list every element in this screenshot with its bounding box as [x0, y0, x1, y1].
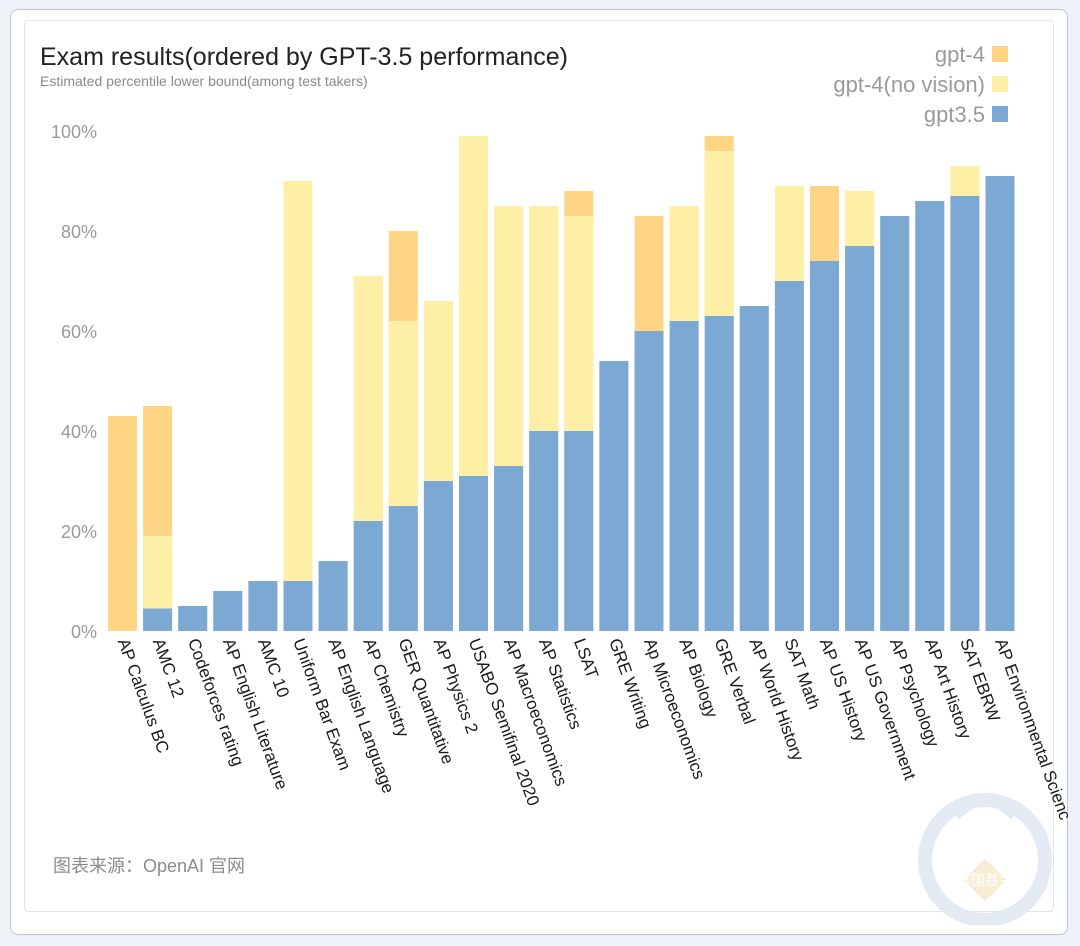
- y-tick-label: 20%: [61, 522, 97, 542]
- bar-gpt3-5: [494, 466, 524, 631]
- bar-gpt3-5: [318, 561, 348, 631]
- bar-gpt-4-no-vision-: [283, 181, 313, 631]
- bar-gpt3-5: [704, 316, 734, 631]
- bar-gpt3-5: [845, 246, 875, 631]
- y-axis: 0% 20% 40% 60% 80% 100%: [51, 122, 97, 642]
- y-tick-label: 60%: [61, 322, 97, 342]
- legend-label: gpt-4(no vision): [833, 72, 985, 97]
- bar-gpt3-5: [739, 306, 769, 631]
- bar-gpt3-5: [599, 361, 629, 631]
- y-tick-label: 100%: [51, 122, 97, 142]
- watermark-text: 富国基金: [957, 872, 1013, 889]
- fullgoal-watermark-logo: 富国基金: [918, 793, 1052, 925]
- bar-gpt3-5: [459, 476, 488, 631]
- bar-gpt3-5: [880, 216, 910, 631]
- bar-gpt3-5: [283, 581, 313, 631]
- bar-gpt3-5: [774, 281, 804, 631]
- legend-swatch: [992, 46, 1008, 62]
- bar-gpt3-5: [985, 176, 1015, 631]
- bar-gpt3-5: [634, 331, 664, 631]
- bars: [108, 136, 1015, 631]
- chart-subtitle: Estimated percentile lower bound(among t…: [40, 73, 368, 89]
- bar-gpt3-5: [915, 201, 945, 631]
- bar-gpt3-5: [950, 196, 980, 631]
- bar-gpt3-5: [529, 431, 559, 631]
- bar-gpt-4: [108, 416, 137, 631]
- legend-label: gpt-4: [935, 42, 985, 67]
- legend-swatch: [992, 106, 1008, 122]
- bar-gpt3-5: [178, 606, 208, 631]
- bar-gpt3-5: [248, 581, 278, 631]
- bar-gpt3-5: [143, 608, 173, 631]
- bar-gpt3-5: [564, 431, 594, 631]
- chart-title: Exam results(ordered by GPT-3.5 performa…: [40, 43, 568, 71]
- legend: gpt-4 gpt-4(no vision) gpt3.5: [833, 42, 1008, 127]
- bar-gpt3-5: [388, 506, 418, 631]
- legend-label: gpt3.5: [924, 102, 985, 127]
- x-tick-label: LSAT: [570, 636, 602, 681]
- bar-gpt3-5: [353, 521, 383, 631]
- x-tick-label: AMC 10: [254, 636, 293, 700]
- bar-gpt3-5: [810, 261, 839, 631]
- bar-gpt3-5: [669, 321, 699, 631]
- bar-gpt3-5: [423, 481, 453, 631]
- x-tick-label: AMC 12: [149, 636, 188, 700]
- source-note: 图表来源：OpenAI 官网: [53, 856, 246, 876]
- y-tick-label: 0%: [71, 622, 97, 642]
- bar-gpt3-5: [213, 591, 243, 631]
- y-tick-label: 40%: [61, 422, 97, 442]
- legend-swatch: [992, 76, 1008, 92]
- y-tick-label: 80%: [61, 222, 97, 242]
